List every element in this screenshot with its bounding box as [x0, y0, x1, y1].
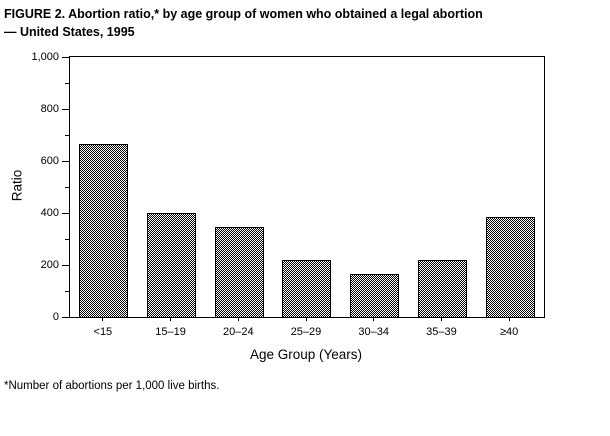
y-tick-label: 400 — [40, 207, 59, 219]
x-tick-label: 25–29 — [290, 326, 322, 338]
y-major-tick — [62, 264, 69, 266]
bar — [350, 274, 400, 317]
figure-title: FIGURE 2. Abortion ratio,* by age group … — [4, 7, 483, 40]
x-tick-label: <15 — [93, 326, 113, 338]
bar-cell — [485, 57, 535, 317]
bar-cell — [350, 57, 400, 317]
y-major-tick — [62, 160, 69, 162]
y-minor-tick — [65, 290, 69, 292]
y-tick-label: 200 — [40, 259, 59, 271]
y-minor-tick — [65, 134, 69, 136]
y-tick-label: 1,000 — [31, 51, 59, 63]
x-tick-label: 20–24 — [222, 326, 254, 338]
bar-cell — [147, 57, 197, 317]
y-axis-title: Ratio — [9, 169, 25, 202]
x-tick — [440, 317, 442, 321]
x-tick — [170, 317, 172, 321]
bar — [485, 217, 535, 317]
y-minor-tick — [65, 82, 69, 84]
bar-cell — [417, 57, 467, 317]
y-tick-label: 600 — [40, 155, 59, 167]
bar — [214, 227, 264, 317]
figure-footnote: *Number of abortions per 1,000 live birt… — [4, 380, 220, 392]
bar — [79, 144, 129, 317]
x-ticks — [69, 317, 543, 322]
x-tick-label: ≥40 — [500, 326, 519, 338]
bars — [70, 57, 544, 317]
bar-cell — [214, 57, 264, 317]
bar-cell — [79, 57, 129, 317]
x-tick-label: 30–34 — [358, 326, 389, 338]
x-axis-title: Age Group (Years) — [249, 347, 363, 362]
y-major-tick — [62, 316, 69, 318]
bar — [282, 260, 332, 317]
x-tick — [373, 317, 375, 321]
y-tick-label: 800 — [40, 103, 59, 115]
bar — [147, 213, 197, 317]
y-major-tick — [62, 56, 69, 58]
x-tick — [102, 317, 104, 321]
x-tick — [237, 317, 239, 321]
x-tick-label: 15–19 — [155, 326, 186, 338]
plot-area: 0 200 400 600 800 1,000 — [31, 51, 545, 323]
x-tick — [305, 317, 307, 321]
y-minor-tick — [65, 238, 69, 240]
bar — [417, 260, 467, 317]
y-major-tick — [62, 108, 69, 110]
y-minor-tick — [65, 186, 69, 188]
bar-cell — [282, 57, 332, 317]
x-tick-label: 35–39 — [426, 326, 457, 338]
y-major-tick — [62, 212, 69, 214]
y-tick-label: 0 — [52, 311, 59, 323]
x-tick — [508, 317, 510, 321]
x-tick-labels: <15 15–19 20–24 25–29 30–34 35–39 ≥40 — [69, 326, 543, 338]
